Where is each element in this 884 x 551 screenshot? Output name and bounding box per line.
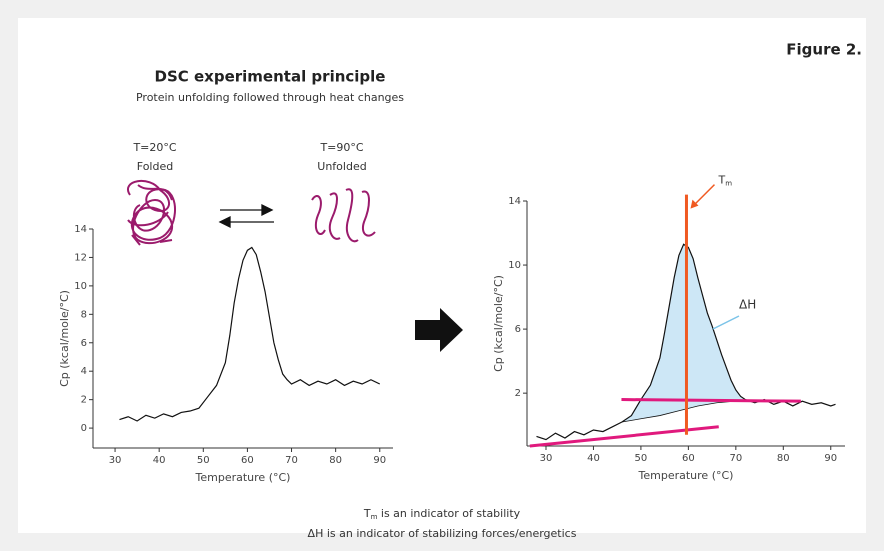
y-tick-label: 4 — [81, 366, 87, 377]
state-label: Folded — [137, 160, 173, 173]
caption-text: is an indicator of stability — [377, 507, 520, 520]
state-temperature: T=20°C — [132, 141, 176, 154]
panel — [18, 18, 866, 533]
y-tick-label: 6 — [81, 338, 87, 349]
x-tick-label: 80 — [777, 453, 790, 464]
y-tick-label: 2 — [81, 395, 87, 406]
tm-sub: m — [725, 180, 732, 188]
y-tick-label: 0 — [81, 423, 87, 434]
caption-symbol: T — [363, 507, 371, 520]
tm-symbol: T — [717, 174, 725, 187]
x-tick-label: 60 — [682, 453, 695, 464]
post-transition-baseline — [621, 398, 801, 403]
x-tick-label: 30 — [540, 453, 553, 464]
x-tick-label: 70 — [285, 455, 298, 466]
x-axis-label: Temperature (°C) — [638, 469, 734, 482]
x-tick-label: 90 — [824, 453, 837, 464]
tm-pointer — [691, 184, 716, 208]
y-axis-label: Cp (kcal/mole/°C) — [492, 275, 505, 372]
y-tick-label: 14 — [74, 224, 87, 235]
unfolded-protein — [311, 188, 376, 243]
state-label: Unfolded — [317, 160, 366, 173]
subtitle: Protein unfolding followed through heat … — [136, 91, 404, 104]
state-temperature: T=90°C — [319, 141, 363, 154]
y-tick-label: 6 — [515, 324, 521, 335]
y-tick-label: 12 — [74, 252, 87, 263]
x-tick-label: 80 — [329, 455, 342, 466]
tm-pointer-head — [690, 199, 699, 209]
x-tick-label: 40 — [153, 455, 166, 466]
y-tick-label: 10 — [74, 281, 87, 292]
delta-h-label: ΔH — [739, 298, 756, 312]
x-axis-label: Temperature (°C) — [195, 471, 291, 484]
y-tick-label: 2 — [515, 388, 521, 399]
tm-label: Tm — [717, 174, 732, 188]
y-tick-label: 8 — [81, 309, 87, 320]
folded-protein — [127, 179, 177, 246]
transition-arrow — [415, 308, 463, 352]
x-tick-label: 50 — [197, 455, 210, 466]
x-tick-label: 70 — [729, 453, 742, 464]
caption: ΔH is an indicator of stabilizing forces… — [308, 527, 577, 540]
caption-sub: m — [371, 513, 378, 521]
y-axis-label: Cp (kcal/mole/°C) — [58, 290, 71, 387]
cp-curve — [536, 243, 836, 441]
delta-h-area — [621, 244, 755, 422]
equilibrium-arrows — [218, 203, 274, 229]
x-tick-label: 30 — [109, 455, 122, 466]
caption: Tm is an indicator of stability — [363, 507, 521, 521]
y-tick-label: 10 — [508, 260, 521, 271]
figure-label: Figure 2. — [786, 41, 862, 59]
cp-curve — [119, 246, 381, 422]
x-tick-label: 60 — [241, 455, 254, 466]
x-tick-label: 50 — [635, 453, 648, 464]
x-tick-label: 90 — [373, 455, 386, 466]
x-tick-label: 40 — [587, 453, 600, 464]
title: DSC experimental principle — [155, 68, 386, 86]
y-tick-label: 14 — [508, 196, 521, 207]
delta-h-pointer — [712, 315, 740, 330]
